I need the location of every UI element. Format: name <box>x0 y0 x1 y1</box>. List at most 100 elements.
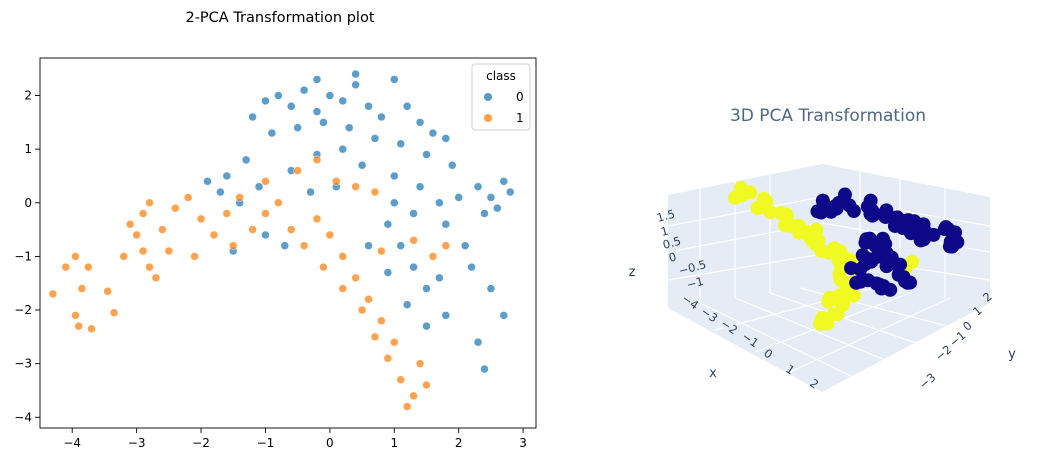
x-tick-label: 3 <box>519 436 527 450</box>
data-point <box>815 193 830 208</box>
y-tick-label: −4 <box>14 410 32 424</box>
data-point <box>109 308 119 317</box>
data-point <box>145 198 154 208</box>
y-tick-label: 1 <box>24 142 32 156</box>
data-point <box>312 75 322 84</box>
data-point <box>813 316 828 331</box>
pca-3d-scatter-chart: 3D PCA Transformation <box>629 106 1016 392</box>
data-point <box>435 198 444 208</box>
data-point <box>390 337 399 347</box>
data-point <box>274 91 283 100</box>
data-point <box>853 262 868 277</box>
data-point <box>830 307 845 322</box>
data-point <box>254 182 264 191</box>
data-point <box>216 187 225 197</box>
data-point <box>84 262 93 272</box>
y-axis-label: y <box>1008 347 1016 362</box>
legend-title: class <box>486 69 516 83</box>
data-point <box>473 182 483 191</box>
data-point <box>448 160 457 170</box>
data-point <box>763 205 778 220</box>
scatter-series <box>48 69 515 411</box>
z-axis-label: z <box>629 265 636 280</box>
y-tick-label: −1 <box>946 328 968 350</box>
data-point <box>357 160 367 170</box>
data-point <box>125 219 135 229</box>
data-point <box>383 354 393 363</box>
data-point <box>467 262 476 272</box>
data-point <box>950 235 965 250</box>
data-point <box>822 291 837 306</box>
legend-label-class-0: 0 <box>516 90 524 104</box>
data-point <box>402 102 412 111</box>
data-point <box>903 275 918 290</box>
data-point <box>390 75 399 84</box>
chart-title: 2-PCA Transformation plot <box>185 10 374 26</box>
data-point <box>171 203 180 213</box>
data-point <box>891 267 906 282</box>
x-axis: −4 −3 −2 −1 0 1 2 3 <box>63 428 527 450</box>
data-point <box>71 311 80 320</box>
data-point <box>370 187 380 197</box>
data-point <box>396 241 405 250</box>
pca-2d-scatter-chart: 2-PCA Transformation plot −4 −3 −2 −1 0 1 2 3 −… <box>14 10 537 450</box>
data-point <box>190 252 199 261</box>
data-point <box>261 177 270 186</box>
data-point <box>364 295 373 304</box>
data-point <box>505 187 515 197</box>
data-point <box>383 268 393 277</box>
data-point <box>878 209 893 224</box>
data-point <box>338 252 348 261</box>
data-point <box>286 225 296 234</box>
3d-point-cloud <box>728 180 965 331</box>
data-point <box>441 241 451 250</box>
data-point <box>422 150 431 159</box>
data-point <box>390 171 399 181</box>
data-point <box>351 273 360 283</box>
points-class-0 <box>810 187 965 297</box>
x-axis-label: x <box>709 366 717 381</box>
data-point <box>441 134 451 143</box>
data-point <box>344 123 354 132</box>
data-point <box>377 112 386 122</box>
data-point <box>332 177 341 186</box>
data-point <box>274 198 283 208</box>
points-class-1 <box>728 180 919 331</box>
y-tick-label: 2 <box>24 89 32 103</box>
data-point <box>364 241 373 250</box>
x-tick-label: −2 <box>192 436 210 450</box>
data-point <box>809 222 824 237</box>
y-tick-label: −1 <box>14 249 32 263</box>
z-axis-ticks: 1.510.50 −0.5−1 <box>655 207 708 292</box>
z-tick-label: −0.5 <box>677 257 708 278</box>
data-point <box>926 227 941 242</box>
data-point <box>222 209 232 218</box>
data-point <box>396 375 405 384</box>
data-point <box>357 305 367 315</box>
data-point <box>228 241 238 250</box>
z-tick-label: 0 <box>667 249 678 264</box>
y-tick-label: 0 <box>960 318 975 333</box>
data-point <box>293 123 302 132</box>
data-point <box>377 316 386 326</box>
data-point <box>409 391 418 401</box>
data-point <box>370 134 380 143</box>
x-tick-label: 2 <box>455 436 463 450</box>
legend: class 0 1 <box>471 63 531 131</box>
data-point <box>319 118 328 127</box>
data-point <box>409 209 418 218</box>
data-point <box>409 236 418 245</box>
z-tick-label: 1 <box>659 223 670 238</box>
data-point <box>312 214 322 224</box>
data-point <box>743 185 758 200</box>
data-point <box>74 321 83 331</box>
series-class-0 <box>203 69 515 374</box>
data-point <box>415 118 425 127</box>
data-point <box>422 284 431 293</box>
data-point <box>87 324 96 334</box>
data-point <box>103 287 112 296</box>
data-point <box>145 262 154 272</box>
data-point <box>473 337 483 347</box>
z-tick-label: 1.5 <box>655 207 676 225</box>
data-point <box>241 155 251 165</box>
